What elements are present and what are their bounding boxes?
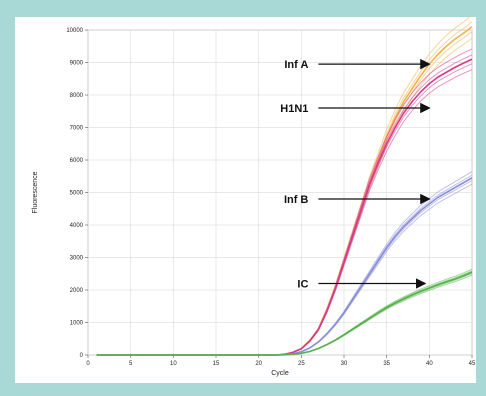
y-tick-label: 1000 <box>70 321 84 327</box>
annotation-1: H1N1 <box>280 102 431 115</box>
y-tick-label: 3000 <box>70 256 84 262</box>
y-tick-label: 0 <box>80 353 84 359</box>
x-tick-label: 0 <box>86 361 90 367</box>
annotation-label: Inf A <box>284 59 308 71</box>
series-line <box>96 268 473 356</box>
annotation-0: Inf A <box>284 58 431 71</box>
annotation-layer: Inf A H1N1 Inf B IC <box>280 58 431 291</box>
x-tick-label: 15 <box>213 361 220 367</box>
y-tick-label: 2000 <box>70 288 84 294</box>
y-tick-label: 7000 <box>70 126 84 132</box>
annotation-label: H1N1 <box>280 103 308 115</box>
annotation-2: Inf B <box>284 193 431 206</box>
x-tick-label: 40 <box>426 361 433 367</box>
y-tick-label: 9000 <box>70 61 84 67</box>
grid-layer <box>87 29 473 356</box>
axes-layer: 0100020003000400050006000700080009000100… <box>66 28 476 367</box>
y-tick-label: 6000 <box>70 158 84 164</box>
y-tick-label: 10000 <box>66 28 83 34</box>
x-tick-label: 30 <box>341 361 348 367</box>
y-tick-label: 8000 <box>70 93 84 99</box>
x-tick-label: 45 <box>469 361 476 367</box>
annotation-3: IC <box>297 278 427 291</box>
annotation-label: Inf B <box>284 194 308 206</box>
x-tick-label: 5 <box>129 361 133 367</box>
x-tick-label: 20 <box>255 361 262 367</box>
annotation-label: IC <box>297 279 308 291</box>
x-tick-label: 35 <box>383 361 390 367</box>
series-3 <box>96 268 473 356</box>
y-tick-label: 4000 <box>70 223 84 229</box>
series-layer <box>96 14 473 356</box>
y-axis-title: Fluorescence <box>32 171 39 213</box>
y-tick-label: 5000 <box>70 191 84 197</box>
x-axis-title: Cycle <box>271 370 289 377</box>
x-tick-label: 10 <box>170 361 177 367</box>
x-tick-label: 25 <box>298 361 305 367</box>
